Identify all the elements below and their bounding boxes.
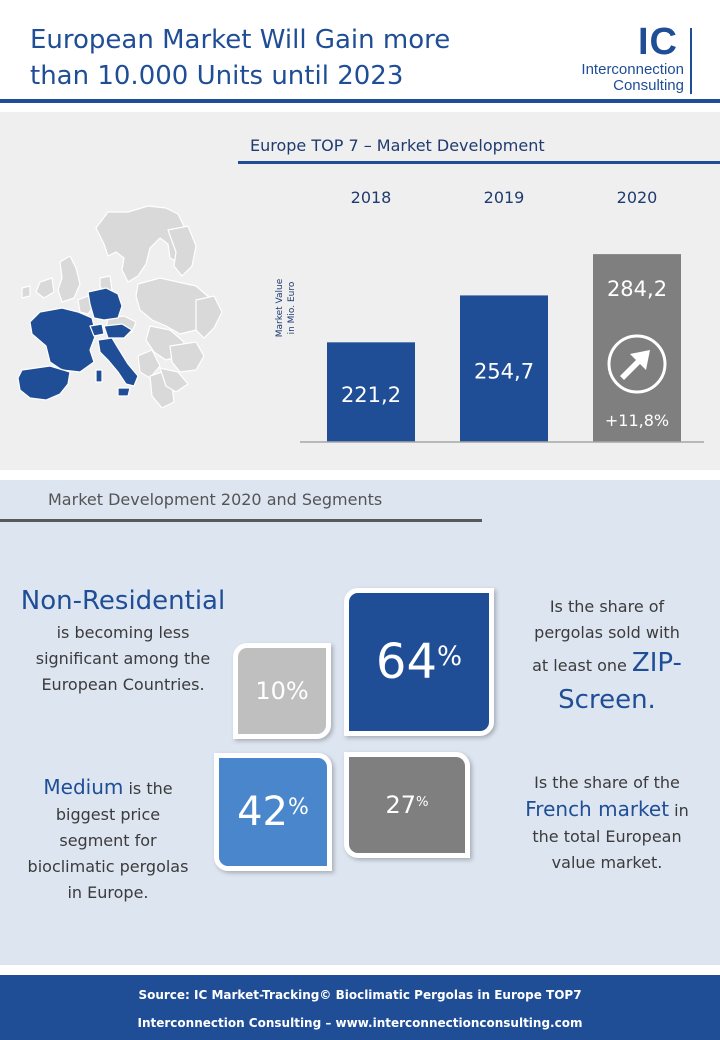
logo-divider bbox=[690, 28, 692, 94]
text-line: the total European bbox=[532, 827, 682, 846]
bar-2019 bbox=[460, 295, 548, 442]
zip-screen-share-box: 64% bbox=[344, 588, 494, 736]
text-line: bioclimatic pergolas bbox=[27, 857, 189, 876]
medium-segment-share-value: 42 bbox=[237, 789, 288, 835]
europe-map-icon bbox=[17, 205, 223, 409]
text-line: segment for bbox=[59, 831, 157, 850]
text-line: in Europe. bbox=[67, 883, 149, 902]
segments-title-divider bbox=[0, 519, 482, 522]
french-market-highlight: French market bbox=[525, 797, 670, 821]
text-line: value market. bbox=[551, 853, 663, 872]
text-line: Is the share of the bbox=[534, 773, 680, 792]
data-label-2020: 284,2 bbox=[607, 277, 667, 301]
text-line: in bbox=[669, 801, 689, 820]
data-label-2019: 254,7 bbox=[474, 360, 534, 384]
text-line: European Countries. bbox=[41, 675, 205, 694]
non-residential-heading: Non-Residential bbox=[20, 586, 226, 616]
medium-highlight: Medium bbox=[43, 775, 124, 799]
chart-title-divider bbox=[238, 161, 720, 164]
page-title: European Market Will Gain more than 10.0… bbox=[30, 22, 530, 94]
percent-sign: % bbox=[437, 641, 463, 673]
text-line: at least one bbox=[532, 656, 632, 675]
medium-segment-share-box: 42% bbox=[214, 753, 332, 871]
zip-highlight: ZIP- bbox=[631, 648, 682, 678]
x-tick-label: 2020 bbox=[616, 188, 658, 207]
bar-2018 bbox=[327, 342, 415, 442]
logo-mark: IC bbox=[638, 21, 678, 63]
bar-group: 221,2 254,7 284,2 +11,8% bbox=[327, 254, 681, 442]
arrow-right-circle-icon bbox=[607, 334, 667, 394]
logo-text-line-1: Interconnection bbox=[581, 61, 684, 78]
footer bbox=[0, 975, 720, 1040]
page-title-line-1: European Market Will Gain more bbox=[30, 25, 451, 55]
non-residential-description: is becoming less significant among the E… bbox=[10, 620, 236, 698]
non-residential-share-box: 10% bbox=[233, 643, 331, 739]
x-tick-label: 2018 bbox=[350, 188, 392, 207]
non-residential-share-value: 10 bbox=[255, 677, 286, 705]
text-line: biggest price bbox=[55, 805, 161, 824]
data-label-2018: 221,2 bbox=[341, 383, 401, 407]
text-line: significant among the bbox=[35, 649, 211, 668]
french-market-share-value: 27 bbox=[385, 791, 416, 819]
y-axis-label-line-2: in Mio. Euro bbox=[287, 281, 297, 335]
chart-svg: 221,2 254,7 284,2 +11,8% bbox=[17, 205, 704, 443]
percent-sign: % bbox=[285, 677, 309, 705]
x-tick-label: 2019 bbox=[483, 188, 525, 207]
text-line: is the bbox=[123, 779, 173, 798]
header-divider bbox=[0, 99, 720, 103]
zip-highlight-2: Screen. bbox=[558, 685, 656, 715]
text-line: is becoming less bbox=[56, 623, 190, 642]
text-line: Is the share of bbox=[549, 597, 665, 616]
growth-label: +11,8% bbox=[605, 411, 669, 430]
french-market-share-box: 27% bbox=[344, 752, 470, 858]
medium-segment-description: Medium is the biggest price segment for … bbox=[10, 774, 206, 906]
footer-website: Interconnection Consulting – www.interco… bbox=[137, 1016, 583, 1030]
segments-title: Market Development 2020 and Segments bbox=[48, 490, 383, 509]
percent-sign: % bbox=[416, 794, 429, 810]
y-axis-label: Market Value in Mio. Euro bbox=[274, 253, 306, 363]
chart-title: Europe TOP 7 – Market Development bbox=[250, 136, 545, 155]
page-title-line-2: than 10.000 Units until 2023 bbox=[30, 61, 404, 91]
logo-text-line-2: Consulting bbox=[613, 77, 684, 94]
french-market-description: Is the share of the French market in the… bbox=[510, 770, 704, 876]
zip-screen-description: Is the share of pergolas sold with at le… bbox=[510, 594, 704, 717]
zip-screen-share-value: 64 bbox=[375, 634, 437, 690]
bar-2020 bbox=[593, 254, 681, 442]
footer-source: Source: IC Market-Tracking© Bioclimatic … bbox=[138, 988, 582, 1002]
text-line: pergolas sold with bbox=[534, 623, 680, 642]
percent-sign: % bbox=[288, 795, 309, 821]
y-axis-label-line-1: Market Value bbox=[275, 278, 285, 338]
